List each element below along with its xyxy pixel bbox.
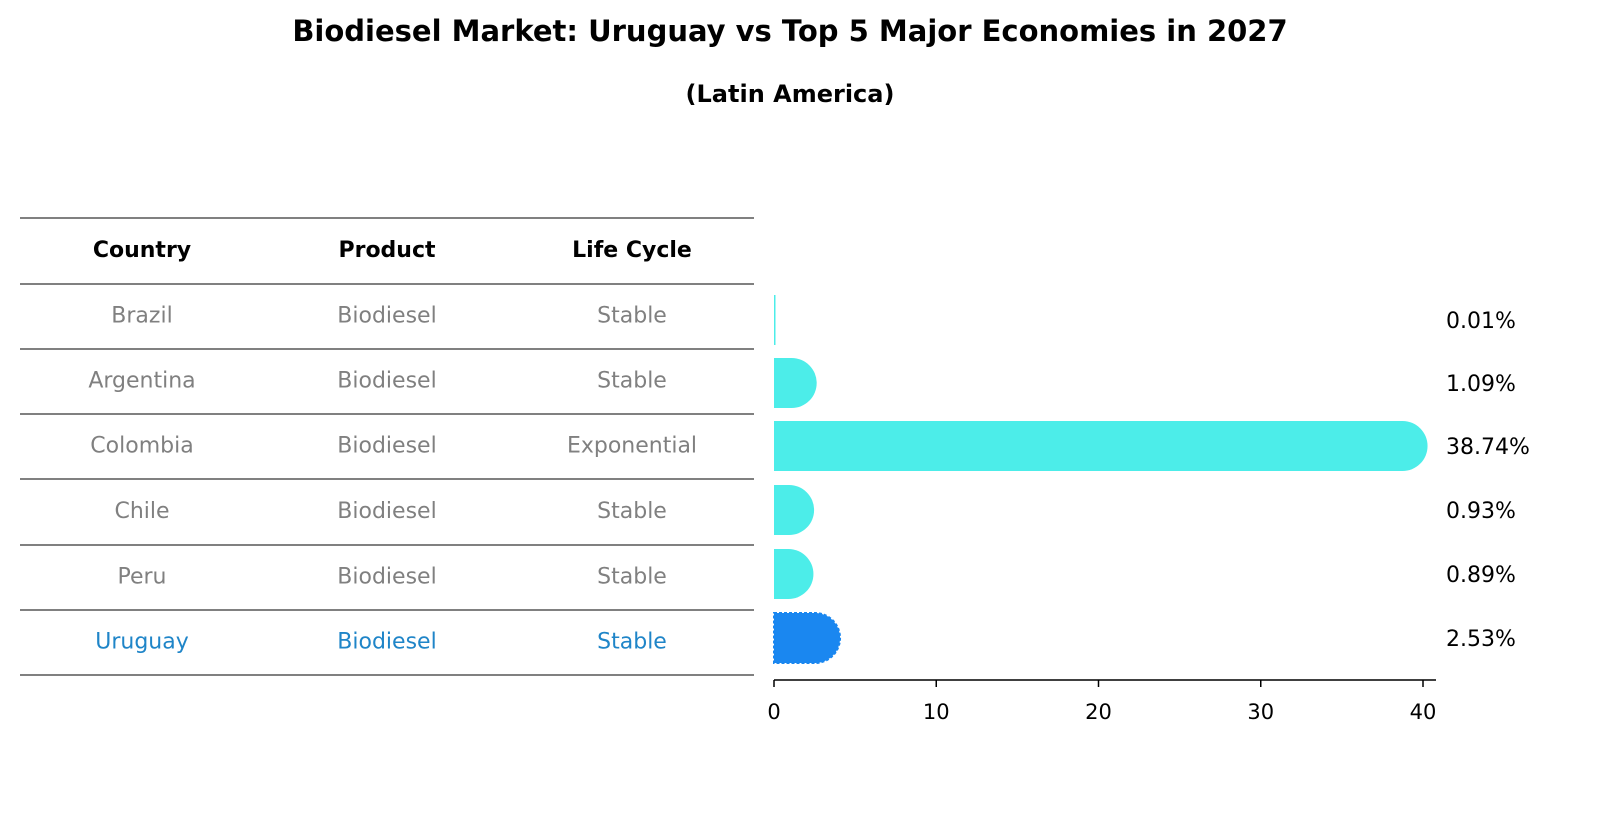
chart-subtitle: (Latin America) (685, 80, 895, 108)
table-header: Country (93, 238, 191, 263)
table-cell: Stable (597, 630, 667, 655)
table-cell: Chile (114, 499, 169, 524)
chart-title: Biodiesel Market: Uruguay vs Top 5 Major… (292, 14, 1288, 48)
table-header: Life Cycle (572, 238, 692, 263)
table-cell: Stable (597, 304, 667, 329)
bar-value-label: 1.09% (1446, 372, 1516, 397)
table-cell: Exponential (567, 434, 697, 459)
x-tick-label: 0 (767, 700, 780, 724)
table-cell: Stable (597, 369, 667, 394)
table-cell: Brazil (111, 304, 172, 329)
bar (774, 549, 814, 599)
table-cell: Biodiesel (337, 304, 436, 329)
x-tick-label: 10 (923, 700, 950, 724)
table-cell: Biodiesel (337, 565, 436, 590)
table-cell: Biodiesel (337, 630, 436, 655)
bar (774, 295, 776, 345)
bar-value-label: 0.89% (1446, 563, 1516, 588)
table-header: Product (338, 238, 436, 263)
bar (774, 358, 817, 408)
bar-value-label: 38.74% (1446, 435, 1530, 460)
table-cell: Biodiesel (337, 434, 436, 459)
table-cell: Stable (597, 499, 667, 524)
table-cell: Biodiesel (337, 369, 436, 394)
table-cell: Stable (597, 565, 667, 590)
table-cell: Argentina (88, 369, 195, 394)
bar-value-label: 0.01% (1446, 309, 1516, 334)
x-tick-label: 20 (1085, 700, 1112, 724)
table-cell: Uruguay (95, 630, 189, 655)
bar-value-label: 0.93% (1446, 499, 1516, 524)
table-cell: Colombia (90, 434, 193, 459)
table-cell: Biodiesel (337, 499, 436, 524)
table-cell: Peru (117, 565, 166, 590)
x-tick-label: 30 (1247, 700, 1274, 724)
bar (774, 485, 815, 535)
bar (774, 421, 1428, 471)
bar-value-label: 2.53% (1446, 627, 1516, 652)
x-tick-label: 40 (1410, 700, 1437, 724)
bar (773, 612, 841, 664)
